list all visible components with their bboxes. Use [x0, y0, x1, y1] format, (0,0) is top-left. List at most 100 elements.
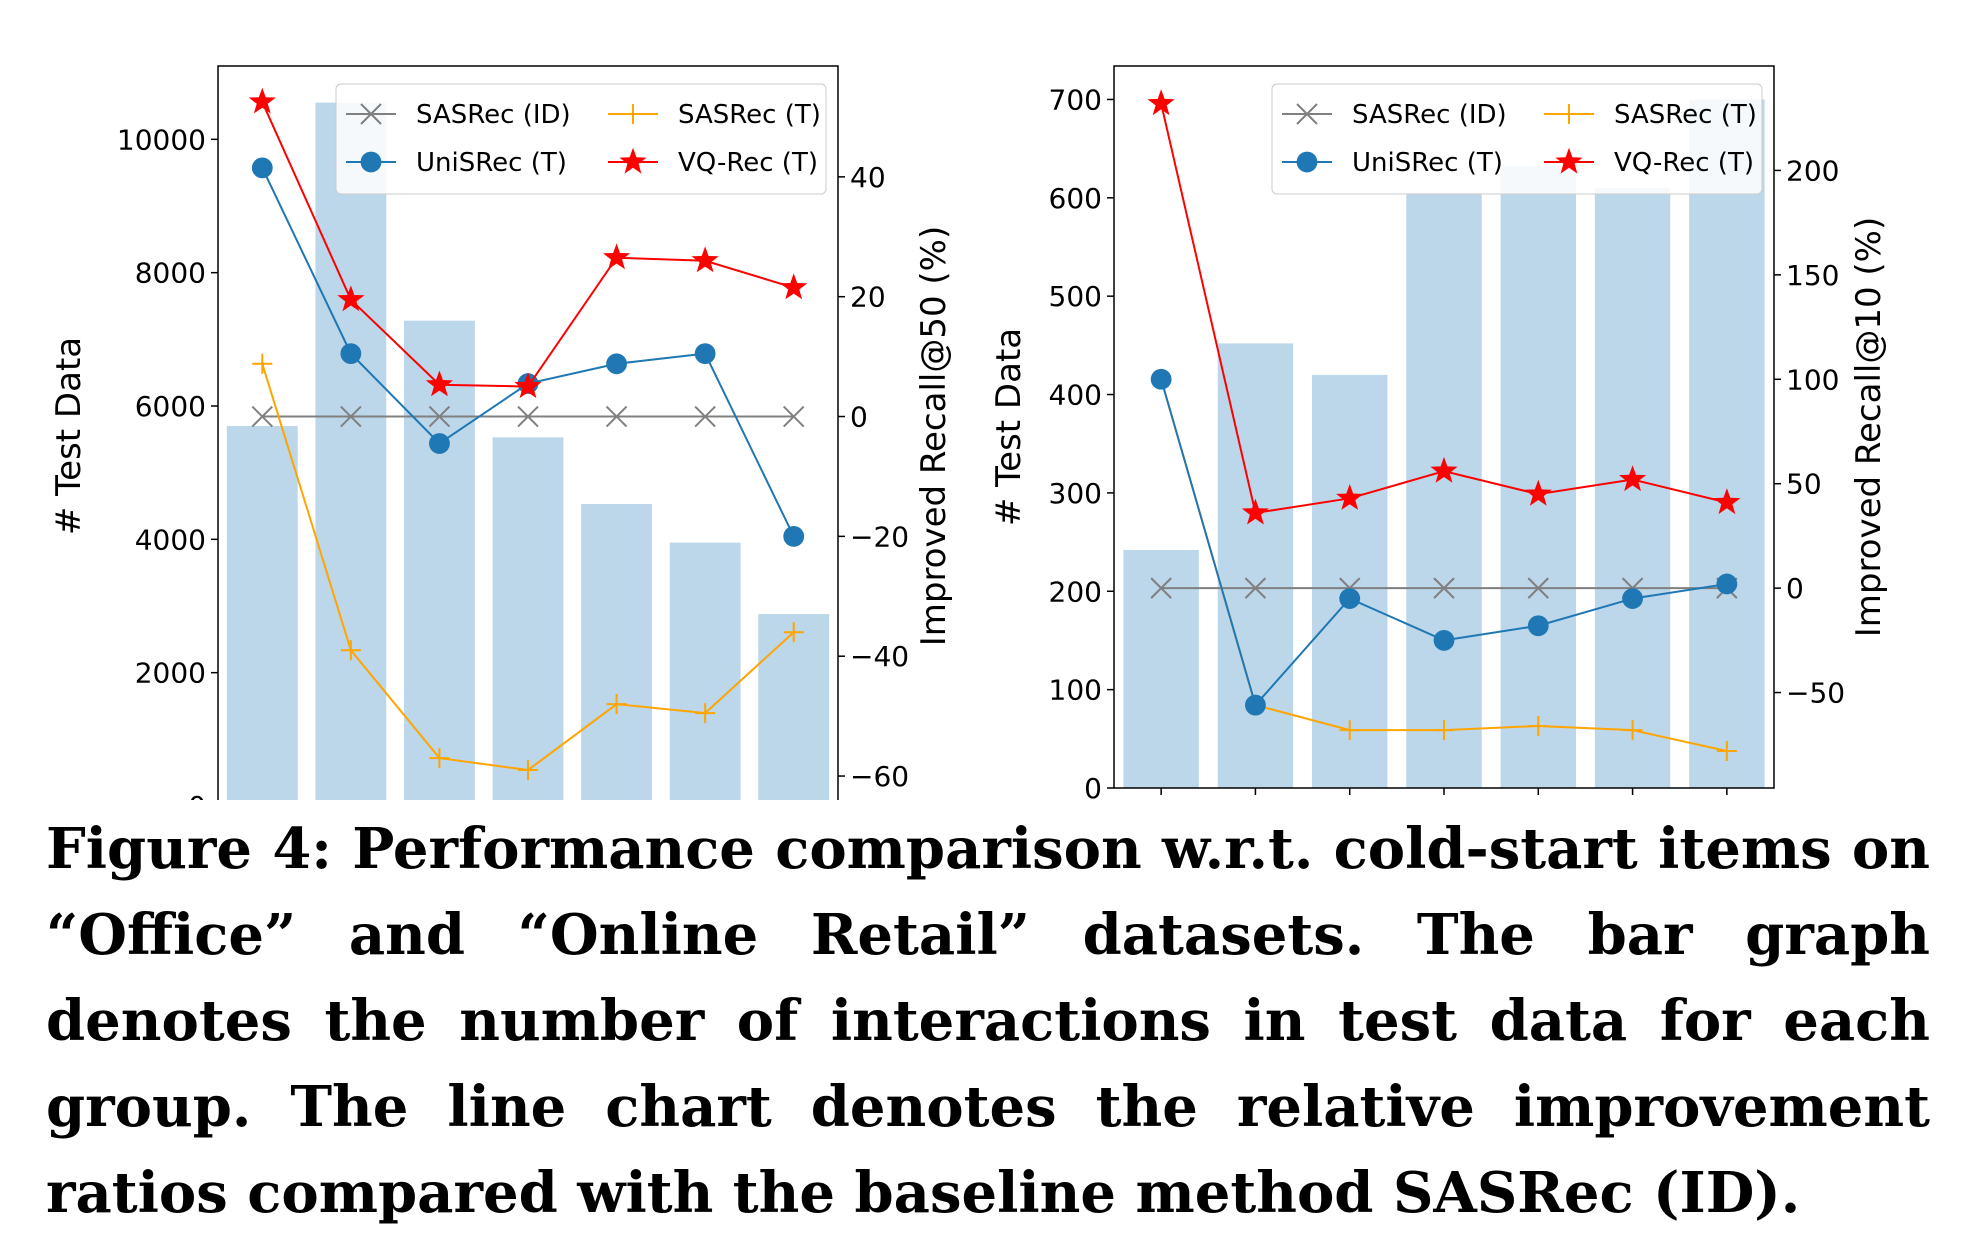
data-point — [695, 703, 716, 724]
series-sasrec-t- — [252, 353, 804, 781]
data-point — [428, 405, 451, 428]
series-sasrec-id- — [251, 405, 805, 428]
bar — [226, 426, 298, 800]
legend-marker — [1296, 103, 1318, 125]
data-point — [605, 405, 628, 428]
y-tick-label: 8000 — [135, 257, 206, 290]
data-point — [1147, 89, 1175, 116]
bar — [1217, 343, 1294, 788]
legend-label: VQ-Rec (T) — [1614, 148, 1754, 178]
data-point — [1245, 694, 1266, 716]
data-point — [1622, 720, 1643, 741]
data-point — [518, 760, 538, 781]
y-tick-label: 4000 — [135, 523, 206, 556]
data-point — [606, 353, 627, 375]
data-point — [1619, 465, 1647, 492]
bar — [1406, 192, 1482, 789]
y-axis-label: # Test Data — [49, 337, 89, 535]
y2-tick-label: 0 — [850, 401, 868, 434]
bar — [1123, 549, 1199, 788]
bar — [669, 542, 741, 800]
legend-marker — [1296, 151, 1318, 173]
data-point — [1528, 715, 1549, 736]
data-point — [783, 405, 805, 428]
legend-label: SASRec (T) — [678, 100, 821, 130]
bar — [1500, 166, 1576, 789]
y2-tick-label: 40 — [850, 161, 886, 194]
y-tick-label: 0 — [1084, 772, 1102, 800]
legend-label: SASRec (ID) — [416, 100, 571, 130]
legend-label: SASRec (ID) — [1352, 100, 1507, 130]
plot-frame — [1113, 65, 1775, 789]
y-tick-label: 0 — [188, 790, 206, 800]
figure-caption: Figure 4: Performance comparison w.r.t. … — [46, 816, 1930, 1226]
legend-label: VQ-Rec (T) — [678, 148, 818, 178]
y2-tick-label: 200 — [1786, 154, 1839, 187]
data-point — [1433, 629, 1455, 651]
data-point — [1150, 368, 1172, 390]
series-vq-rec-t- — [1147, 89, 1741, 525]
y-tick-label: 6000 — [135, 390, 206, 423]
y2-tick-label: 20 — [850, 281, 886, 314]
data-point — [425, 370, 453, 397]
data-point — [1241, 498, 1269, 525]
y-tick-label: 400 — [1049, 379, 1102, 412]
y2-tick-label: 50 — [1786, 468, 1822, 501]
legend: SASRec (ID) SASRec (T) UniSRec (T) VQ-Rec (… — [1271, 83, 1763, 195]
y-tick-label: 700 — [1049, 83, 1102, 116]
data-point — [517, 405, 539, 428]
data-point — [514, 372, 542, 399]
data-point — [1336, 484, 1364, 510]
y2-tick-label: −50 — [1786, 677, 1845, 710]
data-point — [691, 246, 719, 273]
data-point — [1527, 577, 1549, 599]
data-point — [1244, 577, 1267, 599]
data-point — [694, 343, 716, 365]
legend-marker — [623, 104, 643, 124]
data-point — [252, 353, 273, 374]
data-point — [603, 243, 631, 270]
data-point — [1527, 615, 1549, 637]
chart-2: 0100200300400500600700−50050100150200[0,… — [989, 65, 1889, 800]
data-point — [340, 343, 362, 365]
legend-marker — [1555, 147, 1583, 174]
y-tick-label: 300 — [1049, 477, 1102, 510]
y2-tick-label: −60 — [850, 760, 909, 793]
data-point — [1622, 588, 1643, 609]
bar — [1594, 187, 1671, 788]
data-point — [1433, 577, 1455, 599]
legend-marker — [1559, 104, 1579, 124]
y2-tick-label: 150 — [1786, 259, 1839, 292]
data-point — [1339, 720, 1360, 741]
data-point — [340, 640, 361, 661]
y2-axis-label: Improved Recall@50 (%) — [914, 226, 954, 647]
legend-marker — [360, 103, 382, 125]
data-point — [1430, 456, 1458, 483]
y2-tick-label: −20 — [850, 520, 909, 553]
data-point — [783, 622, 804, 643]
figure: 0200040006000800010000−60−40−2002040[0, … — [49, 65, 1889, 800]
data-point — [429, 748, 450, 769]
y2-axis-label: Improved Recall@10 (%) — [1849, 217, 1889, 638]
bar — [1689, 99, 1765, 788]
legend-box — [1271, 83, 1763, 195]
y2-tick-label: 0 — [1786, 572, 1804, 605]
y-tick-label: 10000 — [117, 123, 206, 156]
legend-marker — [619, 147, 647, 174]
legend-label: SASRec (T) — [1614, 100, 1757, 130]
data-point — [251, 157, 273, 179]
bar — [758, 614, 830, 800]
bar — [404, 320, 475, 800]
legend-box — [335, 83, 827, 195]
data-point — [783, 525, 805, 547]
y-tick-label: 200 — [1049, 575, 1102, 608]
data-point — [1339, 588, 1361, 609]
series-vq-rec-t- — [248, 87, 808, 399]
bar — [581, 504, 652, 800]
data-point — [694, 405, 716, 428]
data-point — [1713, 488, 1741, 515]
y-tick-label: 500 — [1049, 280, 1102, 313]
bar — [1312, 374, 1388, 788]
y-tick-label: 100 — [1049, 674, 1102, 707]
data-point — [1716, 741, 1737, 762]
